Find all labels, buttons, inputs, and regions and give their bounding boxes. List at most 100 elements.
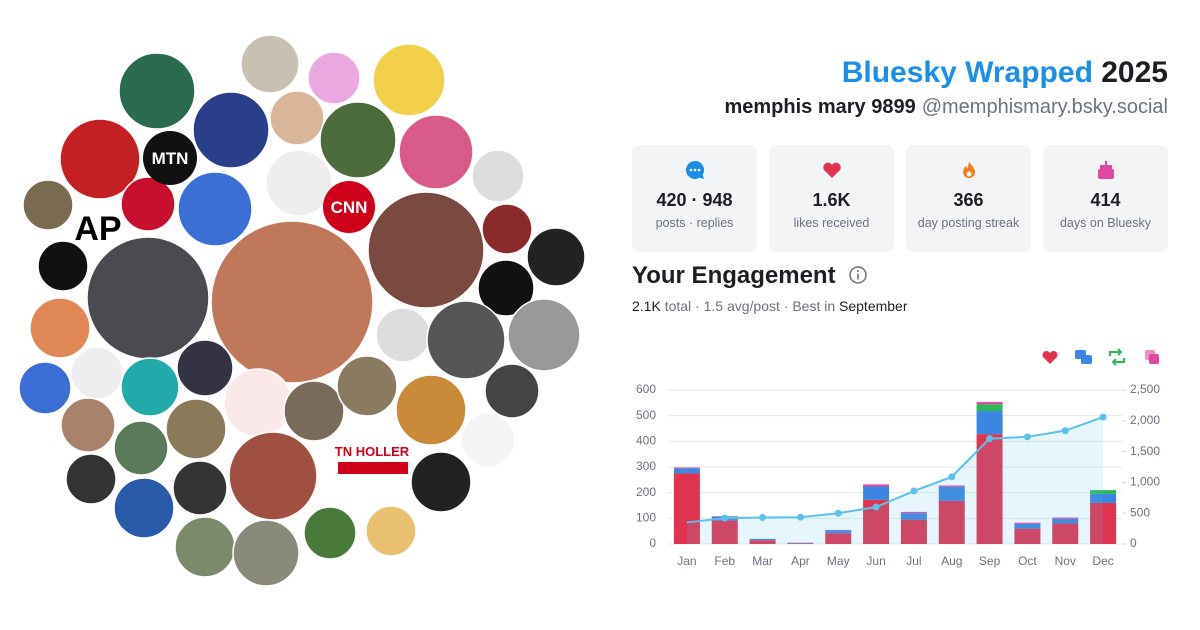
x-tick-label: Jan: [677, 554, 696, 568]
avatar-label: TN HOLLER: [335, 444, 410, 459]
summary-total: 2.1K: [632, 298, 661, 314]
bar-segment: [900, 511, 927, 514]
x-tick-label: Sep: [979, 554, 1001, 568]
avatar: [240, 34, 300, 94]
icon: [822, 162, 841, 178]
avatar: [118, 52, 196, 130]
summary-best: September: [839, 298, 908, 314]
legend-bubble: [1075, 350, 1086, 359]
stat-label: likes received: [793, 216, 870, 230]
user: memphis mary 9899 @memphismary.bsky.socia…: [724, 96, 1168, 119]
bar-segment: [711, 516, 738, 521]
avatar: [223, 368, 293, 438]
avatar: [484, 363, 540, 419]
x-tick-label: Aug: [941, 554, 962, 568]
x-tick-label: Mar: [752, 554, 773, 568]
y2-tick-label: 2,500: [1130, 382, 1160, 396]
y2-tick-label: 2,000: [1130, 413, 1160, 427]
stat-card: 366 day posting streak: [906, 145, 1031, 252]
avatar: [65, 453, 117, 505]
avatar: [113, 477, 175, 539]
line-point: [721, 514, 729, 522]
legend-icon[interactable]: [1075, 350, 1092, 364]
avatar: [303, 506, 357, 560]
bar-segment: [1090, 493, 1117, 503]
avatar: [375, 307, 431, 363]
title-text: Bluesky Wrapped: [841, 56, 1093, 89]
avatar: [323, 181, 375, 233]
avatar: [336, 355, 398, 417]
stat-value: 420 · 948: [656, 190, 733, 210]
bar-segment: [787, 543, 814, 544]
bar-segment: [1052, 517, 1079, 519]
x-tick-label: Feb: [714, 554, 735, 568]
bar-segment: [938, 486, 965, 501]
y-tick-label: 500: [636, 408, 656, 422]
legend-icon[interactable]: [1109, 348, 1125, 366]
bar-segment: [976, 434, 1003, 544]
display-name: memphis mary 9899: [724, 96, 916, 118]
bar-segment: [1090, 490, 1117, 494]
avatar: [86, 236, 210, 360]
bar-segment: [749, 538, 776, 541]
line-point: [1061, 427, 1069, 435]
x-tick-label: Jun: [866, 554, 885, 568]
bar-segment: [825, 530, 852, 534]
header: Bluesky Wrapped 2025 memphis mary 9899 @m…: [724, 56, 1168, 119]
stat-card: 1.6K likes received: [769, 145, 894, 252]
x-tick-label: Dec: [1092, 554, 1113, 568]
handle: @memphismary.bsky.social: [921, 96, 1168, 118]
avatar-label: MTN: [152, 149, 189, 168]
bar-segment: [1052, 523, 1079, 544]
bar-segment: [863, 484, 890, 487]
line-point: [1099, 413, 1107, 421]
stat-card: 420 · 948 posts · replies: [632, 145, 757, 252]
y-tick-label: 300: [636, 459, 656, 473]
avatar: [59, 118, 141, 200]
stat-value: 414: [1090, 190, 1121, 210]
avatar: [471, 149, 525, 203]
legend-quote: [1149, 354, 1159, 364]
x-tick-label: Nov: [1055, 554, 1076, 568]
section-title: Your Engagement: [632, 262, 868, 290]
y2-tick-label: 0: [1130, 536, 1137, 550]
x-tick-label: May: [827, 554, 850, 568]
avatar: [177, 171, 253, 247]
bar-segment: [1052, 518, 1079, 524]
bar-segment: [900, 513, 927, 520]
avatar: [22, 179, 74, 231]
line-point: [759, 514, 767, 522]
bar-segment: [711, 520, 738, 544]
y-tick-label: 200: [636, 485, 656, 499]
bar-segment: [1090, 502, 1117, 544]
y-tick-label: 600: [636, 382, 656, 396]
bar-segment: [825, 533, 852, 544]
icon: [685, 160, 704, 179]
avatar: [283, 380, 345, 442]
avatar: [18, 361, 72, 415]
bar-segment: [1014, 528, 1041, 544]
legend-quote: [1145, 350, 1155, 360]
bar-segment: [749, 540, 776, 544]
avatar: [481, 203, 533, 255]
avatar: [307, 51, 361, 105]
legend-icon[interactable]: [1145, 350, 1159, 364]
x-tick-label: Apr: [791, 554, 810, 568]
bar-segment: [976, 411, 1003, 435]
avatar-cloud: AP MTN CNN TN HOLLER: [18, 34, 586, 587]
x-tick-label: Oct: [1018, 554, 1037, 568]
y-tick-label: 0: [649, 536, 656, 550]
year: 2025: [1101, 56, 1168, 89]
x-tick-label: Jul: [906, 554, 921, 568]
avatar: [120, 357, 180, 417]
summary: 2.1K total · 1.5 avg/post · Best in Sept…: [632, 298, 908, 314]
avatar: [477, 259, 535, 317]
legend-icon[interactable]: [1042, 350, 1058, 364]
info-icon[interactable]: [848, 265, 868, 285]
avatar: [460, 412, 516, 468]
avatar: [29, 297, 91, 359]
avatar: [176, 339, 234, 397]
bar-segment: [938, 485, 965, 487]
avatar: [365, 505, 417, 557]
